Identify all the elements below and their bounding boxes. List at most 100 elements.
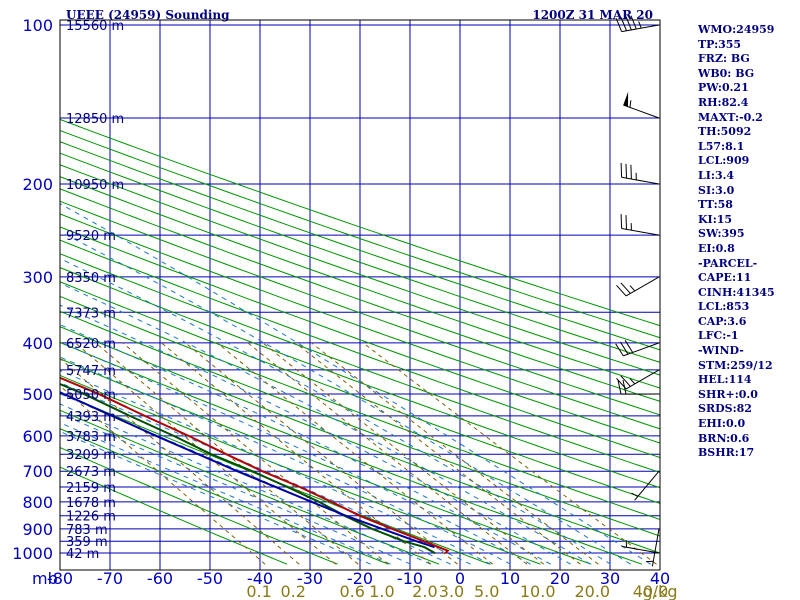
wind-barb (646, 528, 660, 567)
temperature-tick-label: -80 (47, 569, 73, 588)
mixing-ratio-line (216, 342, 494, 565)
index-line: EHI:0.0 (698, 417, 746, 431)
mixing-ratio-line (247, 342, 528, 565)
index-line: WMO:24959 (698, 23, 775, 36)
index-line: LCL:909 (698, 154, 750, 168)
height-label: 3783 m (66, 430, 116, 445)
height-label: 4393 m (66, 410, 116, 425)
dry-adiabats (60, 118, 660, 565)
mixing-ratio-label: g/kg (643, 582, 678, 600)
index-line: CAP:3.6 (698, 314, 747, 328)
moist-adiabat (60, 203, 651, 565)
mixing-ratio-label: 0.1 (246, 582, 271, 600)
wind-barb (615, 340, 660, 357)
dry-adiabat (60, 428, 389, 565)
dry-adiabat (60, 281, 660, 504)
index-line: TT:58 (698, 198, 733, 212)
moist-adiabat (60, 341, 531, 565)
index-line: KI:15 (698, 212, 733, 226)
dry-adiabat (60, 129, 660, 339)
moist-adiabat (60, 422, 391, 565)
index-line: STM:259/12 (698, 358, 773, 372)
wind-barb (620, 162, 660, 185)
index-line: BSHR:17 (698, 446, 755, 460)
height-label: 2159 m (66, 481, 116, 496)
height-label: 10950 m (66, 178, 124, 193)
pressure-tick-label: 300 (22, 268, 53, 287)
index-line: BRN:0.6 (698, 431, 750, 445)
mixing-ratio-label: 20.0 (574, 582, 610, 600)
mixing-ratio-label: 0.2 (280, 582, 305, 600)
height-label: 1678 m (66, 496, 116, 511)
moist-adiabat (60, 430, 371, 565)
dry-adiabat (60, 152, 660, 363)
moist-adiabat (60, 369, 491, 565)
pressure-tick-label: 800 (22, 493, 53, 512)
pressure-tick-label: 200 (22, 175, 53, 194)
height-label: 783 m (66, 523, 108, 538)
index-line: LFC:-1 (698, 329, 739, 343)
dry-adiabat (60, 392, 490, 565)
index-line: WB0: BG (698, 66, 755, 80)
mixing-ratio-label: 0.6 (339, 582, 364, 600)
height-label: 7373 m (66, 306, 116, 321)
index-line: CINH:41345 (698, 285, 775, 299)
mixing-ratio-line (185, 342, 458, 565)
wind-barb (620, 214, 660, 236)
dry-adiabat (60, 118, 660, 327)
pressure-tick-label: 600 (22, 427, 53, 446)
dry-adiabat (60, 226, 660, 444)
index-line: LI:3.4 (698, 168, 735, 182)
moist-adiabat (60, 282, 591, 565)
height-label: 5050 m (66, 388, 116, 403)
dry-adiabat (60, 374, 541, 565)
temperature-tick-label: 10 (500, 569, 520, 588)
dry-adiabat (60, 213, 660, 430)
mixing-ratio-label: 10.0 (520, 582, 556, 600)
height-labels: 15560 m 12850 m 10950 m 9520 m 8350 m 7373 m 6… (66, 19, 124, 562)
pressure-tick-label: 500 (22, 385, 53, 404)
dry-adiabat (60, 358, 592, 565)
mixing-ratio-label: 5.0 (474, 582, 499, 600)
index-line: SRDS:82 (698, 402, 752, 416)
temperature-tick-label: 20 (550, 569, 570, 588)
mixing-ratio-line (362, 342, 657, 565)
wind-barb (616, 276, 660, 297)
isotherm-grid (109, 20, 611, 570)
mixing-ratio-label: 3.0 (439, 582, 464, 600)
dry-adiabat (60, 239, 660, 459)
height-label: 359 m (66, 535, 108, 550)
temperature-tick-labels: mb-80 -70 -60 -50 -40 -30 -20 -10 0 10 20 30 40 (32, 569, 670, 588)
mixing-ratio-labels: 0.1 0.2 0.6 1.0 2.0 3.0 5.0 10.0 20.0 40.0g/kg (246, 582, 677, 600)
dry-adiabat (60, 164, 660, 376)
moist-adiabat (60, 413, 411, 565)
height-label: 6520 m (66, 337, 116, 352)
moist-adiabat (60, 356, 511, 565)
pressure-tick-labels: 100 200 300 400 500 600 700 800 900 1000 (12, 16, 53, 563)
dewpoint-trace (60, 382, 436, 555)
temperature-trace (60, 376, 450, 554)
height-label: 8350 m (66, 271, 116, 286)
pressure-unit-label: mb (32, 569, 58, 588)
dry-adiabat (60, 447, 338, 565)
dry-adiabat (60, 141, 660, 351)
wind-barb (617, 379, 660, 395)
dry-adiabat (60, 326, 660, 554)
height-label: 12850 m (66, 112, 124, 127)
height-label: 3209 m (66, 448, 116, 463)
pressure-tick-label: 900 (22, 520, 53, 539)
index-line: MAXT:-0.2 (698, 110, 763, 124)
dry-adiabat (60, 200, 660, 416)
mixing-ratio-label: 1.0 (369, 582, 394, 600)
mixing-ratio-line (60, 357, 300, 565)
pressure-tick-label: 100 (22, 16, 53, 35)
sounding-traces (60, 376, 450, 555)
index-line: EI:0.8 (698, 241, 735, 255)
dry-adiabat (60, 341, 643, 565)
wind-barb (631, 470, 660, 501)
mixing-ratio-line (311, 342, 599, 565)
pressure-tick-label: 1000 (12, 544, 53, 563)
temperature-tick-label: -50 (197, 569, 223, 588)
height-label: 5747 m (66, 364, 116, 379)
